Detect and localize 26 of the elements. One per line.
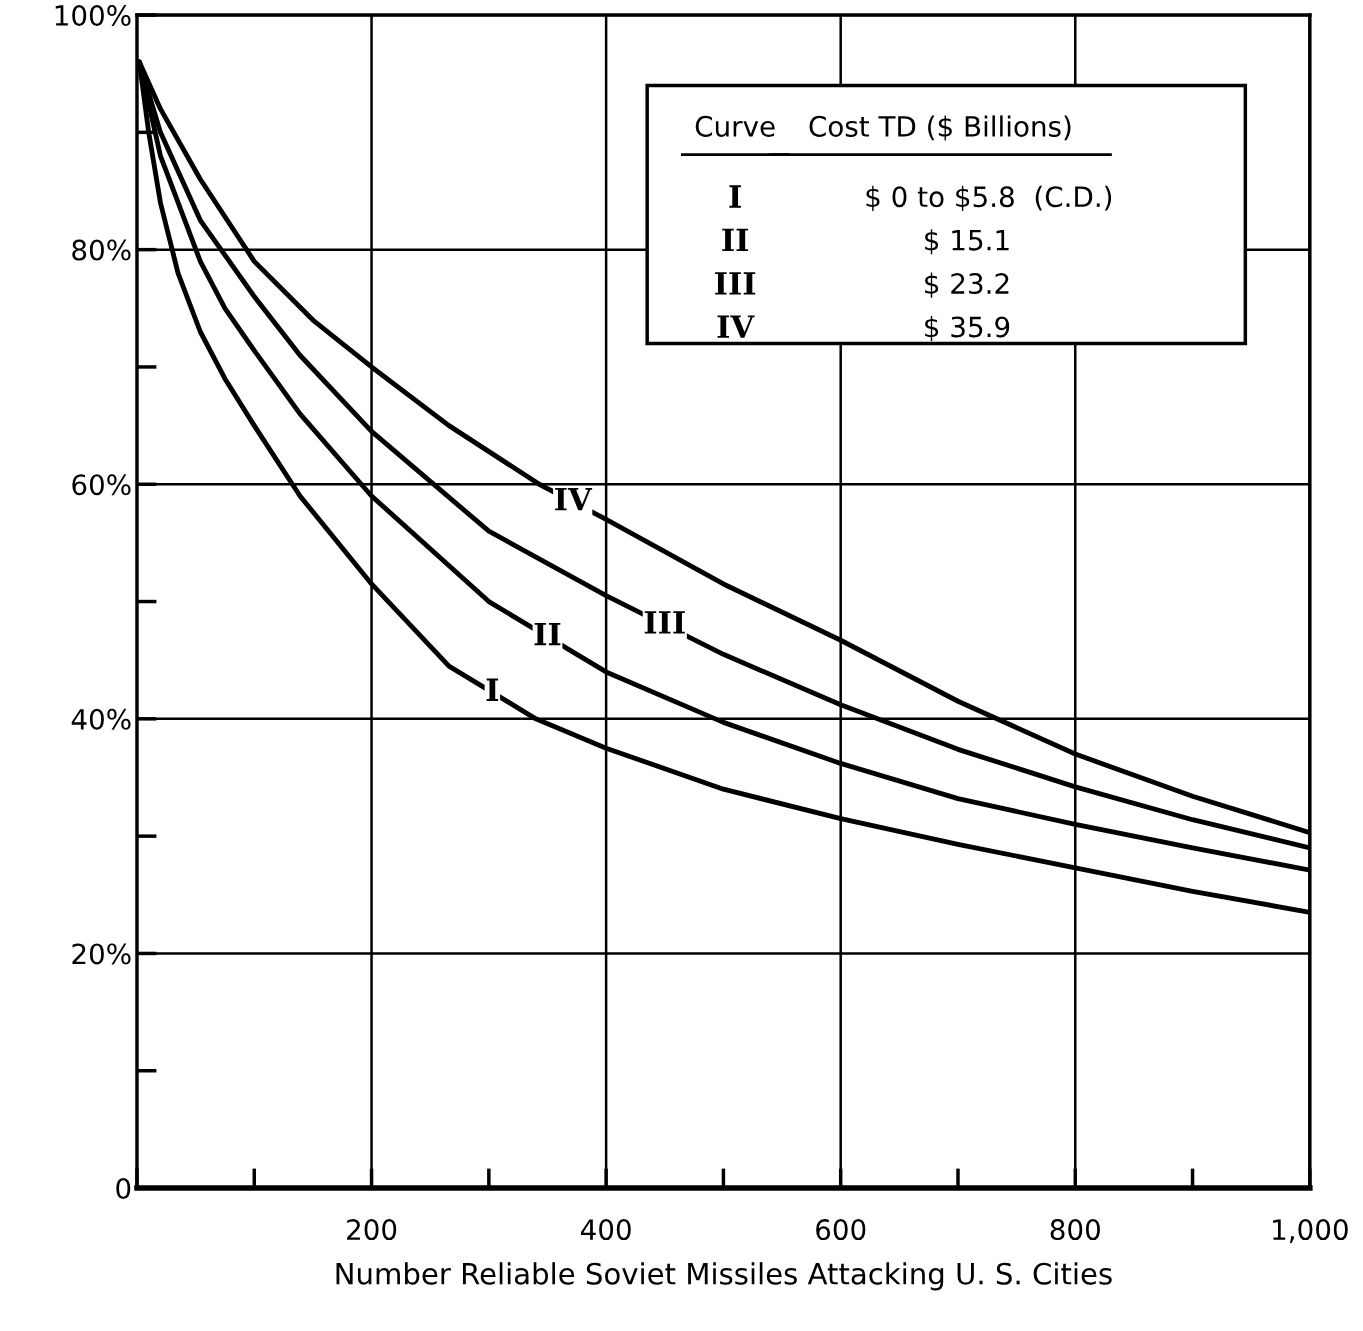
y-tick-label: 20% — [72, 943, 131, 965]
y-tick-label: 0 — [116, 1177, 131, 1199]
x-tick-label: 400 — [580, 1219, 631, 1241]
x-tick-label: 1,000 — [1273, 1219, 1348, 1243]
series-label: II — [534, 622, 561, 646]
text: I — [486, 678, 499, 701]
series-label: III — [644, 611, 685, 634]
y-tick-label: 100% — [55, 4, 131, 26]
text: III — [715, 272, 756, 295]
text: II — [722, 228, 749, 252]
annotation: $ 0 to $5.8 (C.D.) — [866, 185, 1112, 211]
annotation: $ 23.2 — [925, 272, 1009, 298]
y-tick-label: 80% — [72, 239, 131, 261]
text: IV — [717, 315, 755, 338]
annotation: $ 15.1 — [925, 229, 1009, 255]
y-tick-label: 40% — [71, 708, 131, 730]
x-axis-title: Number Reliable Soviet Missiles Attacking U. S. Cities — [336, 1262, 1112, 1291]
annotation: $ 35.9 — [925, 315, 1010, 342]
x-tick-label: 200 — [347, 1219, 397, 1241]
annotation: Cost TD ($ Billions) — [809, 115, 1071, 141]
x-tick-label: 800 — [1050, 1219, 1100, 1241]
y-tick-label: 60% — [72, 474, 131, 496]
series-label: IV — [555, 487, 593, 511]
legend-label: I — [729, 185, 741, 208]
x-tick-label: 600 — [816, 1219, 866, 1241]
annotation: Curve — [695, 115, 775, 137]
